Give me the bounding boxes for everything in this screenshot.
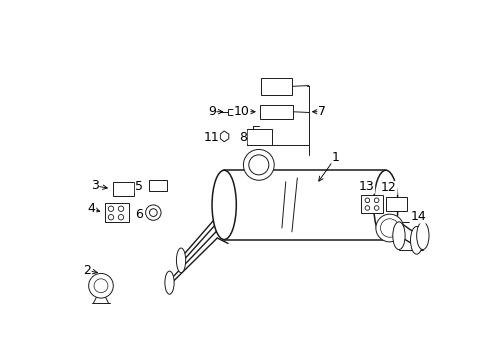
Bar (105, 203, 129, 222)
Ellipse shape (416, 222, 429, 249)
Circle shape (244, 149, 274, 180)
Circle shape (149, 209, 157, 216)
Circle shape (249, 155, 269, 175)
Ellipse shape (393, 222, 405, 249)
Ellipse shape (212, 170, 236, 239)
Bar (247, 130, 272, 145)
Polygon shape (220, 131, 229, 142)
Circle shape (118, 206, 123, 211)
Text: 13: 13 (359, 180, 374, 193)
Ellipse shape (165, 271, 174, 294)
Text: 3: 3 (91, 179, 99, 192)
Text: 1: 1 (332, 150, 340, 164)
Circle shape (108, 215, 114, 220)
Text: 12: 12 (381, 181, 397, 194)
Bar (260, 105, 293, 119)
Circle shape (108, 206, 114, 211)
Text: 2: 2 (83, 264, 91, 277)
Bar (261, 78, 292, 95)
Ellipse shape (176, 248, 186, 273)
Circle shape (89, 274, 113, 298)
Ellipse shape (411, 226, 423, 254)
Text: 9: 9 (208, 105, 216, 118)
Bar (113, 182, 134, 195)
Bar (386, 197, 408, 211)
Circle shape (146, 205, 161, 220)
Text: 5: 5 (135, 180, 144, 193)
Circle shape (374, 198, 379, 203)
Text: 14: 14 (410, 210, 426, 223)
Circle shape (94, 279, 108, 293)
Circle shape (365, 206, 370, 210)
Circle shape (365, 198, 370, 203)
Text: 6: 6 (136, 208, 144, 221)
Circle shape (376, 214, 404, 242)
Circle shape (381, 219, 399, 237)
Text: 7: 7 (318, 105, 326, 118)
Bar (361, 195, 383, 213)
Text: 11: 11 (203, 131, 219, 144)
Text: 4: 4 (88, 202, 96, 215)
Text: 10: 10 (234, 105, 250, 118)
Circle shape (118, 215, 123, 220)
Ellipse shape (374, 170, 398, 239)
Bar (149, 180, 167, 191)
Text: 8: 8 (239, 131, 246, 144)
Circle shape (374, 206, 379, 210)
Bar (228, 109, 236, 115)
